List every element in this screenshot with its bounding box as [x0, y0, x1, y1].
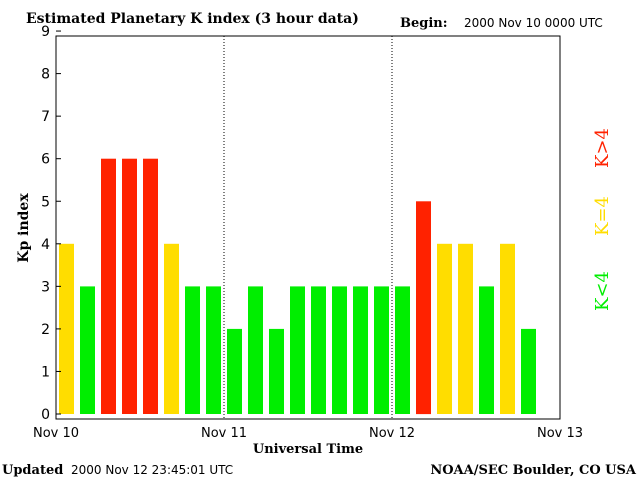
- source-credit: NOAA/SEC Boulder, CO USA: [430, 463, 637, 478]
- x-axis-ticks: Nov 10 Nov 11 Nov 12 Nov 13: [33, 426, 583, 441]
- kp-bar: [437, 243, 452, 414]
- chart-title: Estimated Planetary K index (3 hour data…: [26, 11, 359, 27]
- y-tick-label: 6: [41, 152, 50, 168]
- y-axis-label: Kp index: [16, 193, 32, 263]
- plot-frame: [55, 35, 561, 420]
- kp-bar: [290, 286, 305, 414]
- kp-bar: [59, 243, 74, 414]
- legend-low: K<4: [592, 271, 613, 311]
- y-tick-label: 4: [41, 237, 50, 253]
- begin-value: 2000 Nov 10 0000 UTC: [464, 16, 603, 30]
- y-tick-label: 1: [41, 364, 50, 380]
- kp-bar: [206, 286, 221, 414]
- kp-bar: [164, 243, 179, 414]
- y-tick-label: 8: [41, 67, 50, 83]
- kp-bar: [248, 286, 263, 414]
- y-tick-label: 7: [41, 109, 50, 125]
- y-tick-label: 2: [41, 322, 50, 338]
- kp-bar: [143, 158, 158, 414]
- day-separators: [223, 36, 393, 419]
- kp-bar: [332, 286, 347, 414]
- kp-bar: [269, 328, 284, 414]
- updated-label: Updated: [2, 463, 63, 478]
- x-tick-label: Nov 11: [201, 426, 247, 441]
- x-tick-label: Nov 10: [33, 426, 79, 441]
- updated-value: 2000 Nov 12 23:45:01 UTC: [71, 463, 233, 477]
- y-tick-label: 3: [41, 279, 50, 295]
- y-tick-label: 0: [41, 407, 50, 423]
- kp-bar: [458, 243, 473, 414]
- legend-high: K>4: [592, 128, 613, 168]
- kp-bar: [227, 328, 242, 414]
- bars: [59, 158, 536, 415]
- x-tick-label: Nov 13: [537, 426, 583, 441]
- kp-bar: [101, 158, 116, 414]
- begin-label: Begin:: [400, 16, 448, 31]
- y-axis-ticks: 0 1 2 3 4 5 6 7 8 9: [41, 24, 61, 423]
- legend-equal: K=4: [592, 196, 613, 236]
- y-tick-label: 9: [41, 24, 50, 40]
- y-tick-label: 5: [41, 194, 50, 210]
- kp-bar: [80, 286, 95, 414]
- kp-bar: [311, 286, 326, 414]
- kp-bar: [353, 286, 368, 414]
- kp-bar: [122, 158, 137, 414]
- kp-bar: [395, 286, 410, 414]
- kp-bar: [374, 286, 389, 414]
- kp-bar: [521, 328, 536, 414]
- kp-bar: [479, 286, 494, 414]
- kp-bar: [500, 243, 515, 414]
- x-axis-label: Universal Time: [253, 442, 363, 457]
- kp-bar: [416, 201, 431, 415]
- x-tick-label: Nov 12: [369, 426, 415, 441]
- kp-bar: [185, 286, 200, 414]
